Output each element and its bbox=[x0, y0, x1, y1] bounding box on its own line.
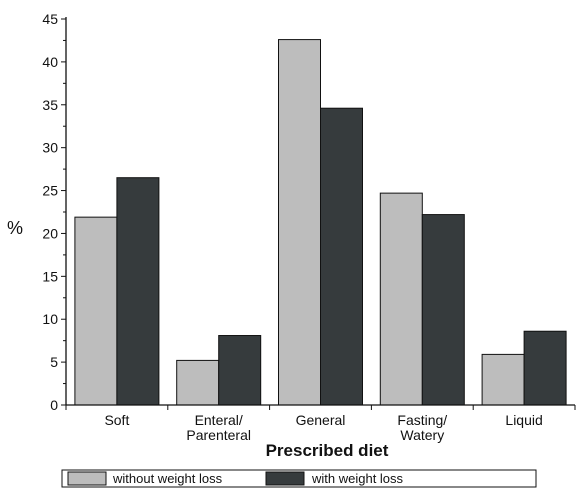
category-label-3: Fasting/ bbox=[397, 412, 447, 428]
category-label-3: Watery bbox=[400, 427, 444, 443]
category-label-2: General bbox=[296, 412, 346, 428]
y-tick-label-20: 20 bbox=[42, 225, 58, 241]
legend-label-0: without weight loss bbox=[112, 471, 223, 486]
y-tick-label-35: 35 bbox=[42, 97, 58, 113]
category-label-1: Parenteral bbox=[186, 427, 251, 443]
legend-swatch-1 bbox=[265, 471, 305, 486]
category-label-4: Liquid bbox=[505, 412, 542, 428]
y-axis-title: % bbox=[7, 218, 23, 238]
bar-with-weight-loss-0 bbox=[116, 177, 160, 406]
bar-with-weight-loss-3 bbox=[421, 214, 465, 406]
y-tick-label-10: 10 bbox=[42, 311, 58, 327]
legend: without weight loss with weight loss bbox=[61, 469, 537, 488]
y-tick-label-45: 45 bbox=[42, 11, 58, 27]
bar-without-weight-loss-0 bbox=[74, 216, 118, 406]
category-label-1: Enteral/ bbox=[195, 412, 243, 428]
bar-without-weight-loss-2 bbox=[278, 39, 321, 406]
legend-label-1: with weight loss bbox=[311, 471, 404, 486]
y-tick-label-40: 40 bbox=[42, 54, 58, 70]
plot-area: 0 5 10 15 20 25 30 35 40 45 Soft Enteral/Parenteral… bbox=[42, 11, 576, 443]
bar-without-weight-loss-4 bbox=[481, 353, 525, 406]
y-tick-label-25: 25 bbox=[42, 183, 58, 199]
legend-swatch-0 bbox=[67, 471, 107, 486]
y-tick-label-15: 15 bbox=[42, 268, 58, 284]
bar-with-weight-loss-4 bbox=[523, 330, 567, 406]
category-label-0: Soft bbox=[104, 412, 129, 428]
bar-with-weight-loss-2 bbox=[320, 107, 363, 406]
bar-without-weight-loss-3 bbox=[379, 192, 423, 406]
bar-with-weight-loss-1 bbox=[218, 335, 262, 406]
y-tick-label-0: 0 bbox=[50, 397, 58, 413]
x-axis-title: Prescribed diet bbox=[266, 441, 389, 460]
bar-without-weight-loss-1 bbox=[176, 359, 220, 406]
y-tick-label-30: 30 bbox=[42, 140, 58, 156]
y-tick-label-5: 5 bbox=[50, 354, 58, 370]
